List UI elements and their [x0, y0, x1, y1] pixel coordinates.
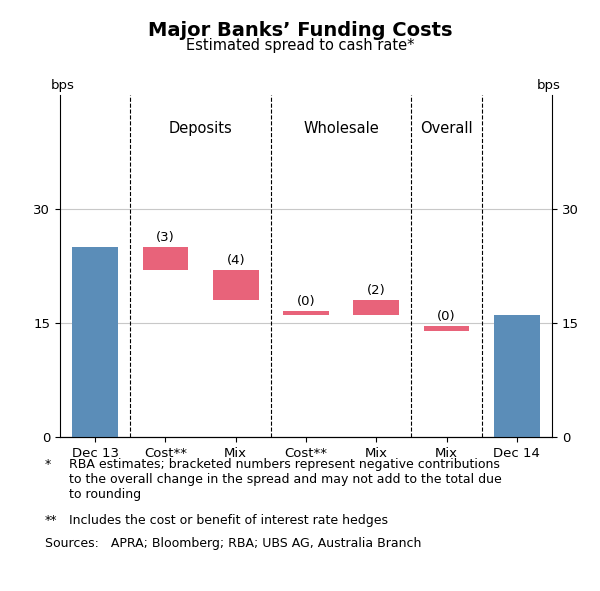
- Bar: [283, 311, 329, 316]
- Text: Major Banks’ Funding Costs: Major Banks’ Funding Costs: [148, 21, 452, 40]
- Text: Includes the cost or benefit of interest rate hedges: Includes the cost or benefit of interest…: [69, 514, 388, 527]
- Text: (2): (2): [367, 284, 386, 297]
- Text: Wholesale: Wholesale: [303, 121, 379, 136]
- Text: RBA estimates; bracketed numbers represent negative contributions
to the overall: RBA estimates; bracketed numbers represe…: [69, 458, 502, 501]
- Bar: [73, 247, 118, 437]
- Text: **: **: [45, 514, 58, 527]
- Text: Estimated spread to cash rate*: Estimated spread to cash rate*: [186, 38, 414, 53]
- Text: Sources:   APRA; Bloomberg; RBA; UBS AG, Australia Branch: Sources: APRA; Bloomberg; RBA; UBS AG, A…: [45, 537, 421, 550]
- Text: bps: bps: [51, 79, 75, 92]
- Text: (0): (0): [437, 310, 456, 323]
- Bar: [353, 300, 399, 316]
- Bar: [143, 247, 188, 269]
- Text: *: *: [45, 458, 51, 471]
- Text: (4): (4): [226, 254, 245, 267]
- Text: (3): (3): [156, 231, 175, 244]
- Bar: [213, 269, 259, 300]
- Text: Overall: Overall: [420, 121, 473, 136]
- Text: bps: bps: [537, 79, 561, 92]
- Text: Deposits: Deposits: [169, 121, 232, 136]
- Text: (0): (0): [296, 295, 316, 308]
- Bar: [494, 316, 540, 437]
- Bar: [424, 326, 469, 331]
